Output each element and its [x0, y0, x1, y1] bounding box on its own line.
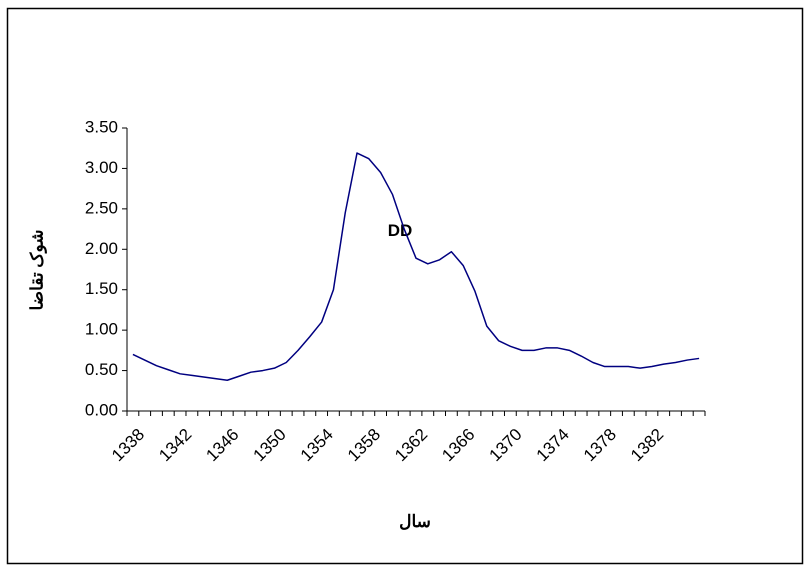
y-tick-label: 2.00: [85, 239, 118, 258]
y-tick-label: 3.00: [85, 158, 118, 177]
y-tick-label: 0.00: [85, 400, 118, 419]
line-series: [132, 152, 700, 382]
y-axis-title: شوک تقاضا: [27, 229, 47, 310]
y-tick-label: 1.00: [85, 320, 118, 339]
y-tick-label: 1.50: [85, 279, 118, 298]
y-tick-label: 0.50: [85, 360, 118, 379]
y-tick-label: 3.50: [85, 117, 118, 136]
chart-frame: [6, 7, 804, 565]
x-axis-title: سال: [399, 512, 431, 531]
y-tick-label: 2.50: [85, 198, 118, 217]
annotation: DD: [388, 221, 413, 240]
